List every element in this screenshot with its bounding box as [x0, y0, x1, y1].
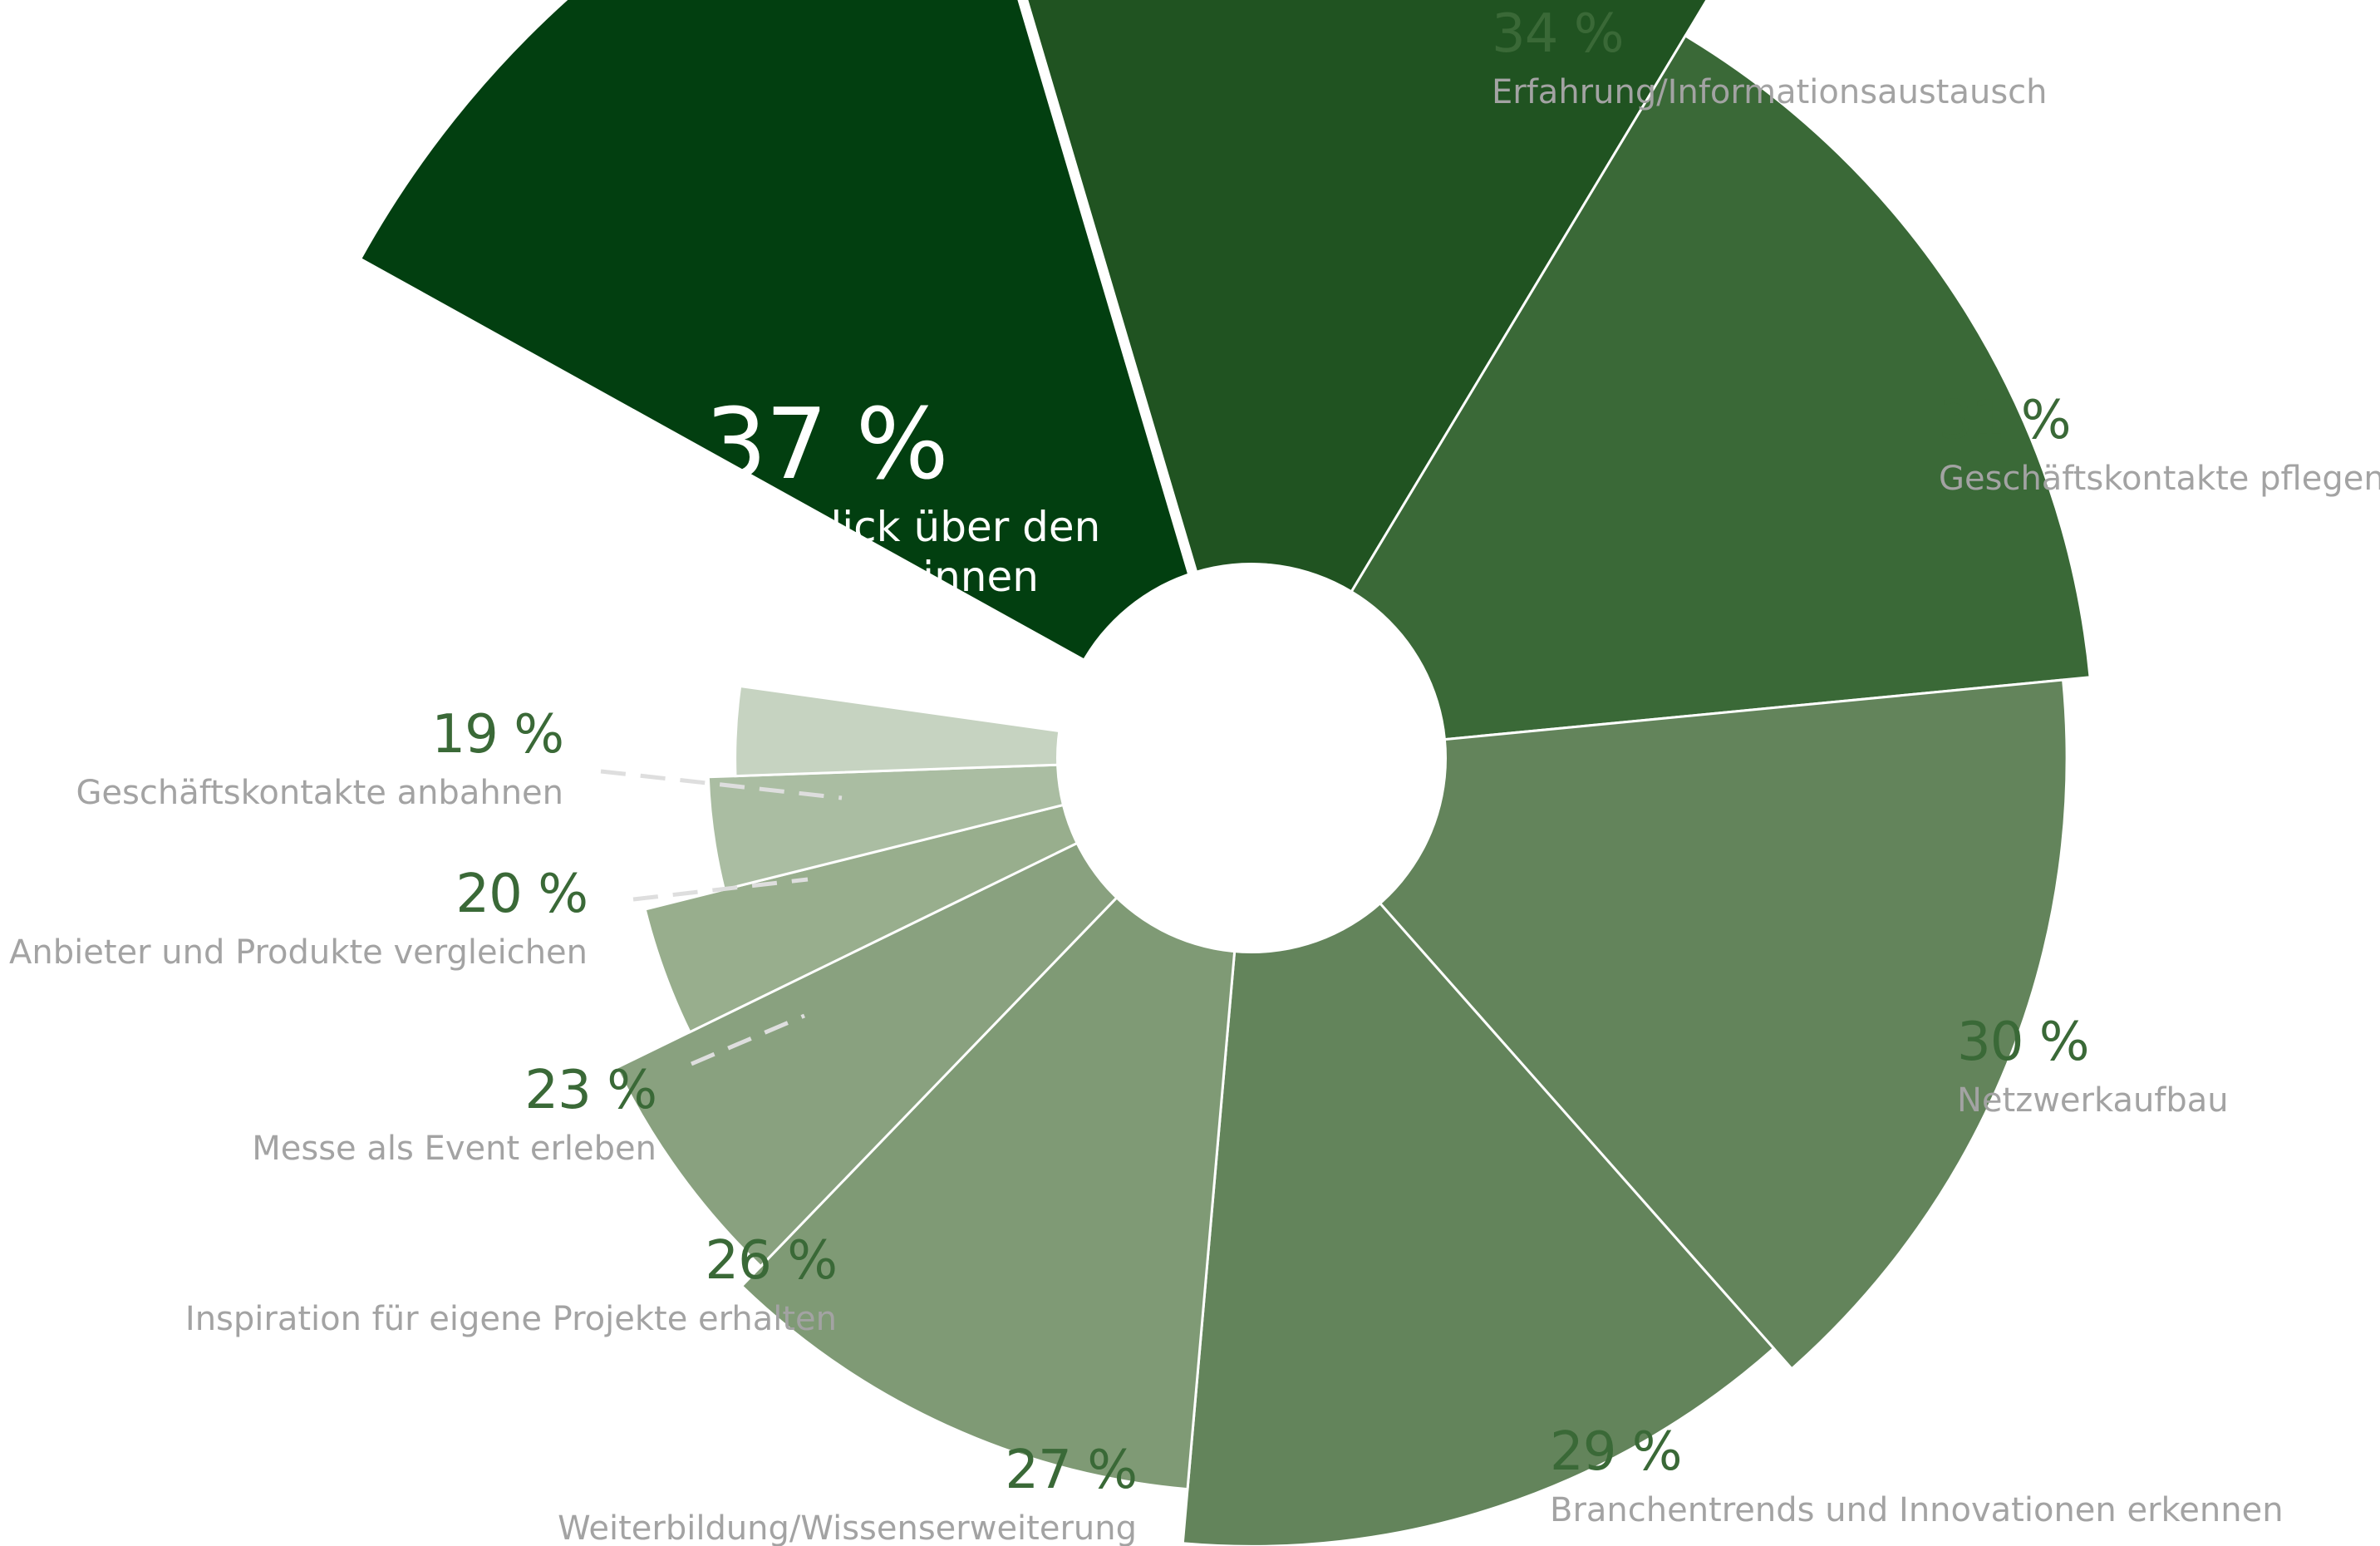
slice-label-group-2: 34 % Erfahrung/Informationsaustausch	[1492, 3, 2048, 111]
chart-slices	[358, 0, 2092, 1546]
value-label-2: 34 %	[1492, 3, 1624, 65]
slice-5	[1181, 755, 1776, 1546]
slice-label-group-9: 20 % Anbieter und Produkte vergleichen	[9, 864, 588, 972]
value-label-9: 20 %	[455, 864, 588, 925]
value-label-7: 26 %	[705, 1230, 837, 1292]
slice-1	[358, 0, 1242, 750]
category-label-8: Messe als Event erleben	[252, 1130, 656, 1168]
value-label-5: 29 %	[1550, 1421, 1682, 1483]
slice-3	[1249, 33, 2092, 760]
value-label-1: 37 %	[705, 386, 947, 501]
category-label-10: Geschäftskontakte anbahnen	[76, 774, 563, 812]
category-label-6: Weiterbildung/Wissenserweiterung	[558, 1509, 1137, 1546]
category-label-1-line-1: Überblick über den	[705, 503, 1100, 551]
value-label-6: 27 %	[1005, 1440, 1137, 1501]
category-label-3: Geschäftskontakte pflegen	[1939, 460, 2380, 498]
slice-7	[614, 756, 1253, 1268]
category-label-9: Anbieter und Produkte vergleichen	[9, 933, 588, 972]
category-label-5: Branchentrends und Innovationen erkennen	[1550, 1491, 2284, 1529]
slice-label-group-6: 27 % Weiterbildung/Wissenserweiterung	[558, 1440, 1138, 1546]
slice-4	[1248, 678, 2068, 1371]
value-label-4: 30 %	[1957, 1012, 2089, 1073]
donut-hole	[1056, 563, 1447, 953]
connector-line-9	[632, 877, 809, 902]
value-label-10: 19 %	[431, 704, 563, 766]
slice-label-group-8: 23 % Messe als Event erleben	[252, 1060, 657, 1168]
category-label-2: Erfahrung/Informationsaustausch	[1492, 73, 2048, 111]
category-label-1-line-2: Markt gewinnen	[705, 553, 1039, 601]
category-label-4: Netzwerkaufbau	[1957, 1081, 2229, 1120]
value-label-8: 23 %	[524, 1060, 656, 1121]
slice-label-group-10: 19 % Geschäftskontakte anbahnen	[76, 704, 564, 812]
slice-label-group-4: 30 % Netzwerkaufbau	[1957, 1012, 2229, 1120]
connector-line-8	[691, 1013, 805, 1066]
connector-line-10	[600, 769, 843, 800]
slice-label-group-7: 26 % Inspiration für eigene Projekte erha…	[185, 1230, 838, 1338]
slice-label-group-3: 31 % Geschäftskontakte pflegen	[1939, 390, 2380, 498]
value-label-3: 31 %	[1939, 390, 2071, 451]
category-label-7: Inspiration für eigene Projekte erhalten	[185, 1300, 837, 1338]
label-connectors	[600, 769, 843, 1066]
slice-6	[740, 754, 1253, 1491]
slice-label-group-5: 29 % Branchentrends und Innovationen erke…	[1550, 1421, 2284, 1529]
slice-2	[1025, 0, 1709, 761]
